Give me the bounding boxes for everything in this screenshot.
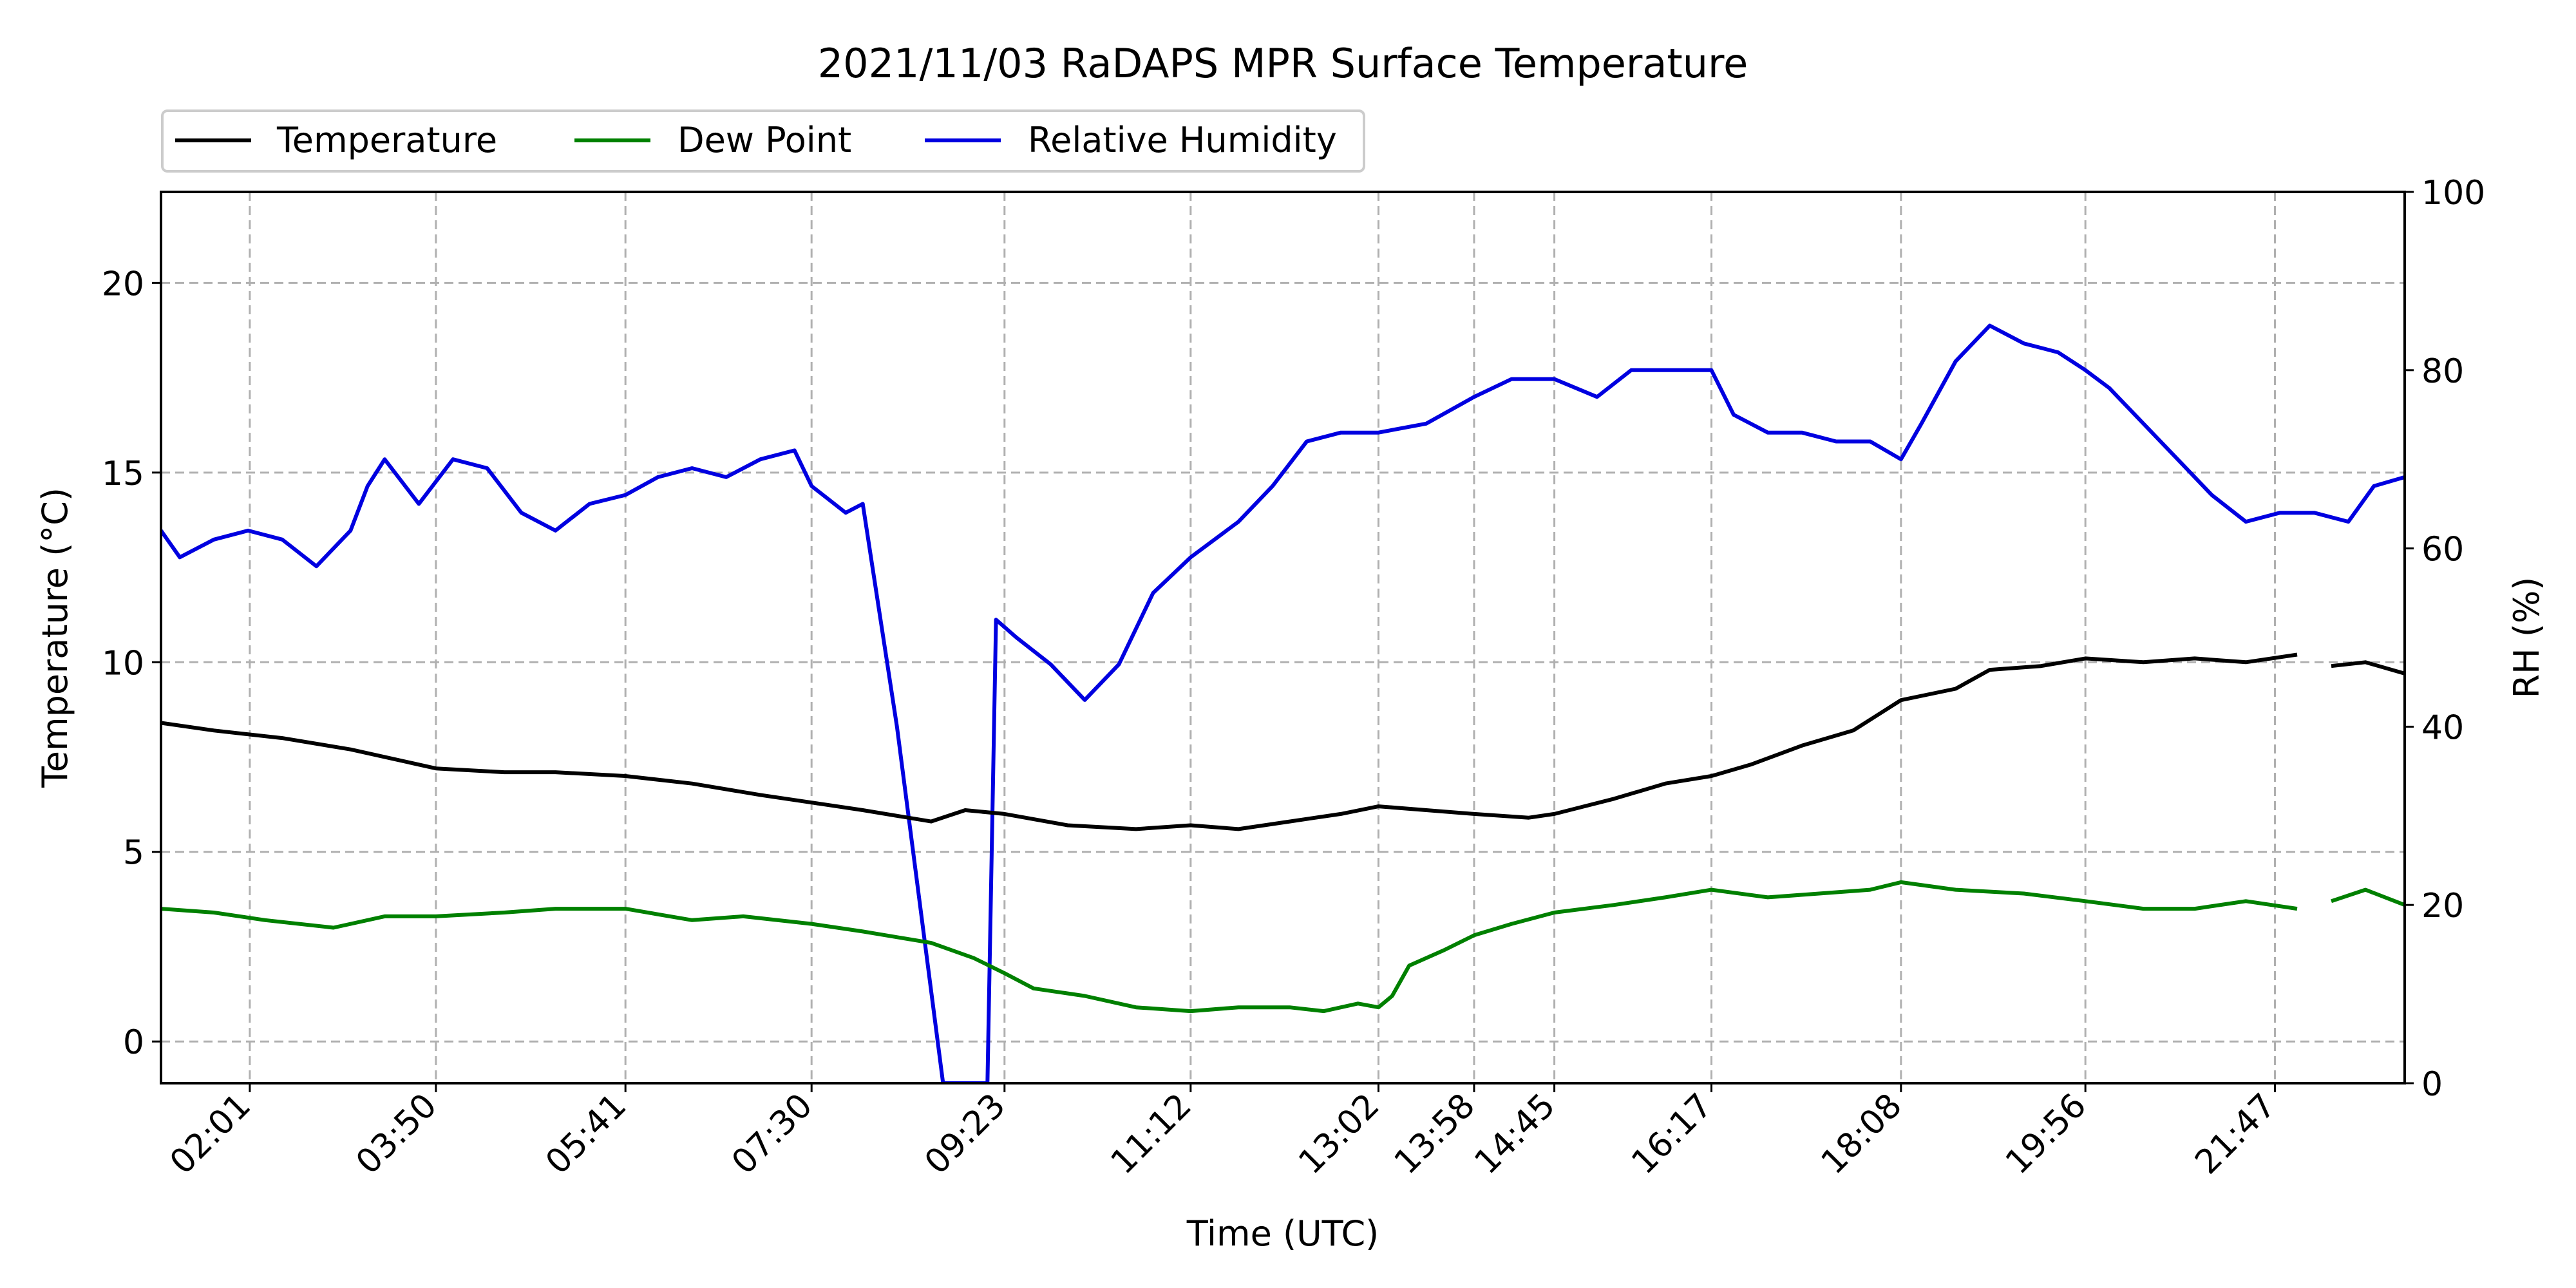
y-tick-label: 10 — [102, 644, 144, 683]
plot-frame — [160, 191, 2406, 1084]
series-line-relative-humidity — [161, 323, 2405, 1083]
y-tick-label: 15 — [102, 455, 144, 493]
series-line-temperature — [161, 652, 2405, 831]
y-tick-label: 5 — [123, 834, 144, 873]
y2-tick-label: 20 — [2421, 887, 2464, 925]
y2-tick-label: 40 — [2421, 708, 2464, 747]
y2-axis-ticks: 0 20 40 60 80 100 — [2405, 174, 2485, 1104]
chart-title: 2021/11/03 RaDAPS MPR Surface Temperatur… — [818, 40, 1748, 87]
y2-axis-label: RH (%) — [2506, 577, 2547, 699]
y2-tick-label: 80 — [2421, 352, 2464, 391]
y-axis-ticks: 0 5 10 15 20 — [102, 265, 161, 1062]
legend-frame — [161, 109, 1365, 173]
legend-label-dew-point: Dew Point — [677, 120, 851, 160]
series-layer — [161, 323, 2405, 1083]
y-tick-label: 20 — [102, 265, 144, 303]
y-tick-label: 0 — [123, 1023, 144, 1062]
y2-tick-label: 60 — [2421, 531, 2464, 569]
legend: Temperature Dew Point Relative Humidity — [161, 109, 1365, 173]
series-line-dew-point — [161, 880, 2405, 1014]
legend-label-relative-humidity: Relative Humidity — [1028, 120, 1337, 160]
legend-label-temperature: Temperature — [276, 120, 497, 160]
x-axis-label: Time (UTC) — [1186, 1213, 1379, 1254]
y-axis-label: Temperature (°C) — [35, 488, 75, 788]
y2-tick-label: 100 — [2421, 174, 2485, 213]
y2-tick-label: 0 — [2421, 1065, 2443, 1104]
